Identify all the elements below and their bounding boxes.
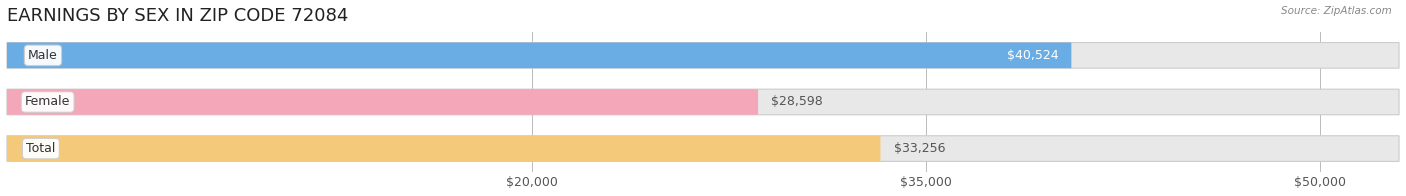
FancyBboxPatch shape [7, 89, 758, 115]
Text: $33,256: $33,256 [894, 142, 945, 155]
FancyBboxPatch shape [7, 136, 1399, 161]
Text: Male: Male [28, 49, 58, 62]
FancyBboxPatch shape [7, 89, 1399, 115]
FancyBboxPatch shape [7, 136, 880, 161]
Text: Total: Total [27, 142, 56, 155]
FancyBboxPatch shape [7, 43, 1399, 68]
Text: EARNINGS BY SEX IN ZIP CODE 72084: EARNINGS BY SEX IN ZIP CODE 72084 [7, 7, 349, 25]
Text: $28,598: $28,598 [772, 95, 823, 108]
Text: $40,524: $40,524 [1007, 49, 1059, 62]
Text: Source: ZipAtlas.com: Source: ZipAtlas.com [1281, 6, 1392, 16]
FancyBboxPatch shape [7, 43, 1071, 68]
Text: Female: Female [25, 95, 70, 108]
